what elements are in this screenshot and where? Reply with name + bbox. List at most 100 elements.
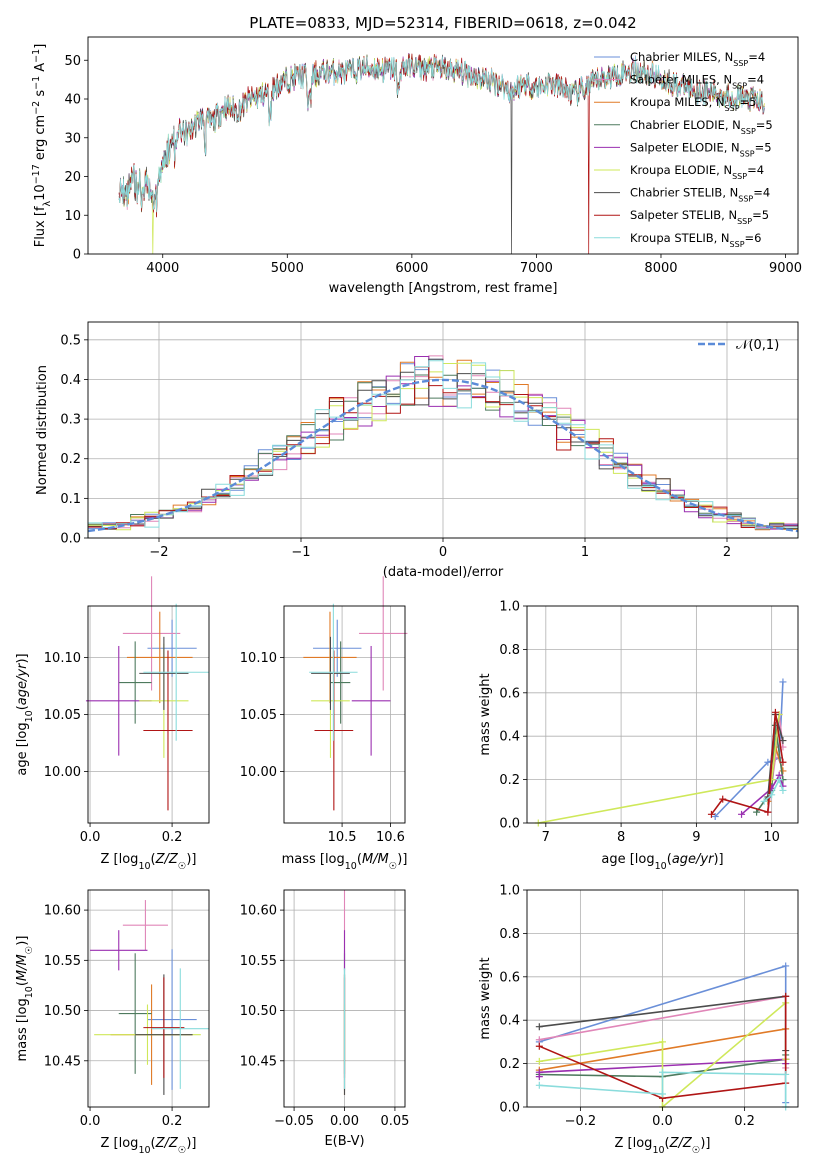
- y-tick-label: 0.8: [499, 927, 520, 942]
- x-tick-label: 0: [439, 545, 447, 560]
- x-tick-label: 0.2: [162, 1114, 183, 1129]
- errorbar-point: [143, 603, 209, 741]
- plot-area: [534, 678, 787, 827]
- x-tick-label: 10.6: [376, 830, 405, 845]
- x-tick-label: 0.00: [330, 1114, 359, 1129]
- y-axis-label: mass [log10(M/M☉)]: [15, 936, 35, 1062]
- panel-mass_vs_EBV: −0.05 0.00 0.05 10.45 10.50 10.55 10.60 E(B-V): [240, 889, 409, 1149]
- panel-mass_vs_Z: 0.0 0.2 10.45 10.50 10.55 10.60 Z [log10(Z/Z☉)…: [15, 889, 210, 1156]
- errorbar-point: [359, 576, 408, 691]
- y-tick-label: 0.8: [499, 643, 520, 658]
- errorbar-point: [122, 576, 181, 691]
- legend: 𝒩(0,1): [698, 338, 779, 353]
- legend-label: Salpeter MILES, NSSP=4: [630, 73, 764, 91]
- axes-frame: [283, 889, 406, 1108]
- weight-marker: [779, 786, 787, 794]
- errorbar-point: [147, 949, 197, 1090]
- y-tick-label: 10.10: [240, 651, 277, 666]
- weight-marker: [738, 810, 746, 818]
- x-axis-label: Z [log10(Z/Z☉)]: [615, 1136, 711, 1156]
- y-axis-label: mass weight: [478, 957, 493, 1039]
- y-tick-label: 20: [64, 170, 81, 185]
- y-tick-label: 0: [73, 248, 81, 263]
- errorbar-point: [118, 641, 152, 724]
- weight-marker: [711, 812, 719, 820]
- errorbar-point: [313, 619, 362, 677]
- y-axis-label: mass weight: [478, 673, 493, 755]
- x-tick-label: 4000: [146, 261, 179, 276]
- y-tick-label: 10.05: [240, 708, 277, 723]
- histogram-step: [87, 360, 799, 538]
- axes: 0.0 0.2 10.00 10.05 10.10: [44, 605, 210, 845]
- y-tick-label: 10.60: [240, 904, 277, 919]
- x-tick-label: 8: [617, 830, 625, 845]
- errorbar-point: [122, 900, 168, 951]
- x-tick-label: 0.0: [80, 830, 101, 845]
- weight-marker: [535, 1042, 543, 1050]
- y-tick-label: 50: [64, 54, 81, 69]
- weight-marker: [535, 1068, 543, 1076]
- y-tick-label: 10.00: [44, 765, 81, 780]
- x-tick-label: −2: [149, 545, 168, 560]
- weight-marker: [764, 808, 772, 816]
- grid-lines: [527, 605, 798, 824]
- weight-marker: [535, 1057, 543, 1065]
- plot-area: [118, 53, 765, 254]
- y-tick-label: 0.6: [499, 686, 520, 701]
- panel-weight_vs_age: 7 8 9 10 0.0 0.2 0.4 0.6 0.8 1.0 age [log10(age/yr…: [478, 600, 799, 872]
- y-tick-label: 10: [64, 209, 81, 224]
- y-tick-label: 30: [64, 131, 81, 146]
- y-tick-label: 0.2: [499, 1057, 520, 1072]
- weight-marker: [659, 1038, 666, 1046]
- axes: −0.2 0.0 0.2 0.0 0.2 0.4 0.6 0.8 1.0: [499, 884, 799, 1129]
- x-tick-label: −1: [291, 545, 310, 560]
- panel-spectrum: 4000 5000 6000 7000 8000 9000 0 10 20 30 40 50 wavel…: [31, 36, 802, 296]
- grid-lines: [88, 890, 209, 1107]
- axes-frame: [87, 321, 799, 539]
- weight-marker: [779, 767, 787, 775]
- axes: 0.0 0.2 10.45 10.50 10.55 10.60: [44, 889, 210, 1129]
- weight-marker: [764, 758, 772, 766]
- y-tick-label: 0.3: [60, 413, 81, 428]
- y-tick-label: 0.4: [60, 373, 81, 388]
- y-tick-label: 0.4: [499, 730, 520, 745]
- legend-label: Chabrier ELODIE, NSSP=5: [630, 118, 773, 136]
- x-tick-label: 7: [542, 830, 550, 845]
- grid-lines: [88, 606, 209, 823]
- weight-marker: [719, 795, 727, 803]
- weight-line: [538, 714, 780, 824]
- weight-marker: [779, 737, 787, 745]
- x-tick-label: 0.2: [162, 830, 183, 845]
- spectrum-line: [118, 55, 765, 213]
- weight-marker: [782, 962, 790, 970]
- y-tick-label: 10.55: [44, 954, 81, 969]
- axes: −2 −1 0 1 2 0.0 0.1 0.2 0.3 0.4 0.5: [60, 321, 799, 560]
- y-axis-label: age [log10(age/yr)]: [15, 653, 35, 775]
- weight-marker: [659, 1090, 666, 1098]
- y-tick-label: 0.0: [499, 1101, 520, 1116]
- panel-age_vs_mass: 10.5 10.6 10.00 10.05 10.10 mass [log10(M/M☉)…: [240, 576, 408, 872]
- weight-marker: [760, 797, 768, 805]
- errorbar-point: [143, 977, 185, 1078]
- legend-label: Kroupa STELIB, NSSP=6: [630, 231, 761, 249]
- x-tick-label: −0.2: [565, 1114, 597, 1129]
- axes-frame: [87, 889, 210, 1108]
- y-tick-label: 0.6: [499, 970, 520, 985]
- x-axis-label: Z [log10(Z/Z☉)]: [101, 852, 197, 872]
- y-tick-label: 0.0: [499, 817, 520, 832]
- weight-marker: [782, 992, 790, 1000]
- legend-label: 𝒩(0,1): [736, 338, 779, 353]
- x-tick-label: 1: [581, 545, 589, 560]
- x-tick-label: 10: [763, 830, 780, 845]
- x-tick-label: 0.05: [380, 1114, 409, 1129]
- y-tick-label: 10.05: [44, 708, 81, 723]
- errorbar-point: [311, 636, 350, 710]
- errorbar-point: [126, 611, 193, 704]
- y-tick-label: 10.10: [44, 651, 81, 666]
- x-tick-label: 7000: [520, 261, 553, 276]
- weight-marker: [782, 1070, 790, 1078]
- y-tick-label: 10.50: [240, 1004, 277, 1019]
- weight-marker: [659, 1068, 666, 1076]
- axes: 4000 5000 6000 7000 8000 9000 0 10 20 30 40 50: [64, 36, 802, 276]
- legend-label: Salpeter ELODIE, NSSP=5: [630, 140, 772, 158]
